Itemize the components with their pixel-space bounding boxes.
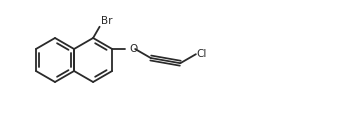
Text: O: O bbox=[129, 44, 137, 54]
Text: Br: Br bbox=[101, 16, 112, 26]
Text: Cl: Cl bbox=[197, 49, 207, 59]
